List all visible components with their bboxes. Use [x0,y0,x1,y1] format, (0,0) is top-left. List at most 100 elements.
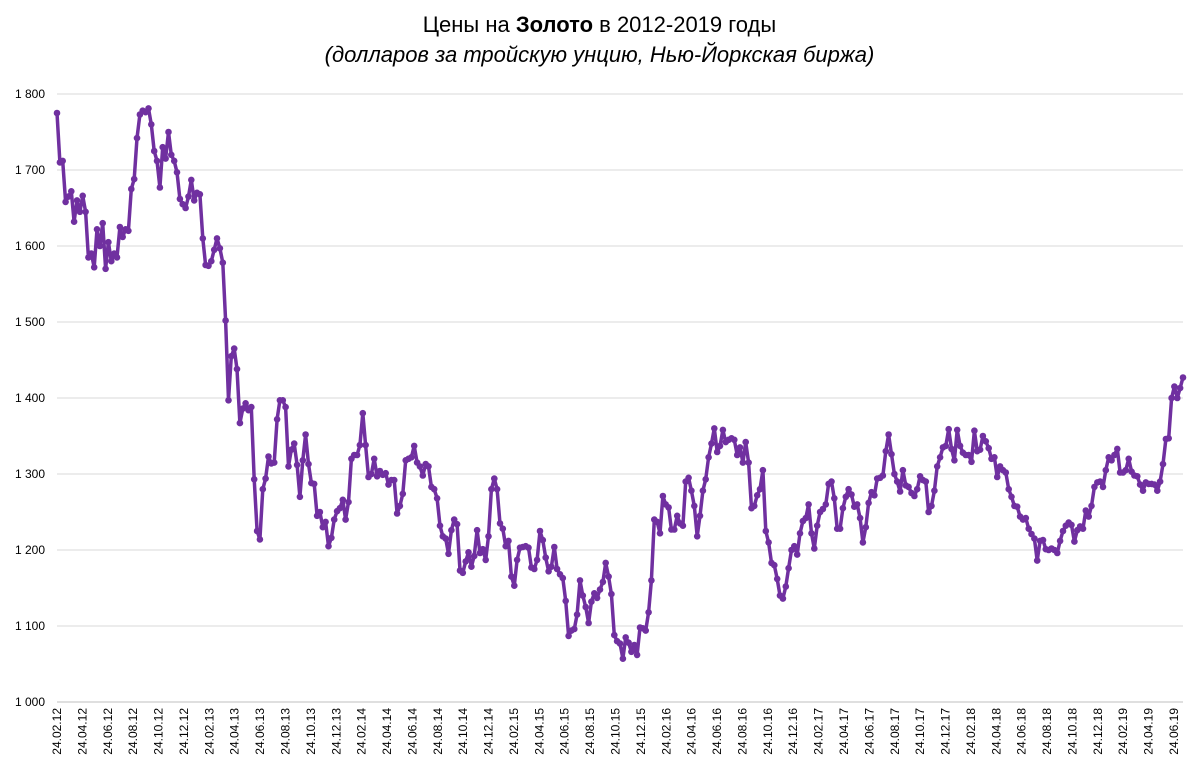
data-point [525,544,532,551]
data-point [976,446,984,454]
data-point [90,264,98,271]
x-tick-label: 24.10.15 [609,708,623,755]
data-point [796,530,804,537]
data-point [539,536,547,544]
data-point [928,502,935,510]
data-point [791,542,798,550]
data-point [219,259,227,267]
x-tick-label: 24.12.16 [786,708,800,755]
x-tick-label: 24.12.15 [634,708,648,755]
data-point [273,416,281,423]
data-point [353,451,361,459]
data-point [68,188,75,195]
data-point [322,518,329,526]
data-point [496,520,504,527]
data-point [891,470,898,478]
data-point [645,609,652,616]
x-tick-label: 24.10.12 [152,708,166,755]
x-tick-label: 24.12.14 [482,708,496,755]
x-tick-label: 24.06.16 [710,708,724,755]
data-point [1054,549,1061,557]
data-point [459,569,467,577]
data-point [445,550,452,558]
data-point [585,619,592,627]
data-point [1159,460,1167,468]
data-point [425,463,432,470]
data-point [168,151,175,159]
data-point [642,627,649,634]
data-point [765,539,772,546]
data-point [1033,557,1041,564]
data-point [316,508,324,516]
data-point [828,478,835,485]
y-tick-label: 1 100 [15,619,45,633]
data-point [290,440,298,447]
x-tick-label: 24.04.18 [989,708,1003,755]
data-point [753,492,761,499]
data-point [859,539,867,546]
data-point [856,514,864,522]
data-point [1154,487,1161,495]
data-point [1079,525,1087,532]
data-point [170,157,178,165]
data-point [951,457,958,464]
data-point [448,526,455,534]
data-point [133,134,141,142]
data-point [1176,384,1184,392]
data-point [576,577,584,584]
data-point [793,551,801,558]
data-point [1122,466,1130,474]
data-point [188,176,195,184]
data-point [593,594,601,602]
data-point [222,317,229,324]
data-point [108,257,115,265]
data-point [491,475,498,482]
data-point [279,397,287,404]
data-point [711,425,718,432]
data-point [693,533,701,540]
x-tick-label: 24.04.17 [837,708,851,755]
data-point [1114,445,1121,453]
x-tick-label: 24.08.13 [278,708,292,755]
series-points [53,105,1187,662]
data-point [619,655,627,662]
data-point [628,648,635,656]
data-point [871,492,878,499]
data-point [1171,383,1178,390]
data-point [336,504,344,512]
data-point [533,556,541,564]
data-point [302,431,309,438]
data-point [582,603,589,611]
x-tick-label: 24.10.13 [304,708,318,755]
data-point [945,425,952,433]
data-point [773,575,781,583]
data-point [1059,527,1067,535]
x-tick-label: 24.10.14 [456,708,470,755]
data-point [605,573,612,580]
data-point [571,625,578,633]
data-point [88,250,95,257]
data-point [119,233,126,241]
data-point [931,487,938,495]
y-tick-label: 1 200 [15,543,45,557]
data-point [499,525,507,532]
data-point [393,510,401,517]
data-point [62,198,69,206]
data-point [1111,451,1118,459]
data-point [156,184,164,191]
data-point [839,504,847,512]
data-point [542,554,549,561]
data-point [699,487,707,495]
data-point [208,257,215,265]
data-point [842,493,850,501]
data-point [553,565,561,573]
data-point [93,226,101,233]
data-point [853,501,861,508]
data-point [611,631,618,639]
data-point [608,590,615,598]
data-point [259,485,267,493]
data-point [488,485,495,493]
title-suffix: в 2012-2019 годы [593,12,777,37]
data-point [368,470,375,478]
data-point [808,530,815,537]
